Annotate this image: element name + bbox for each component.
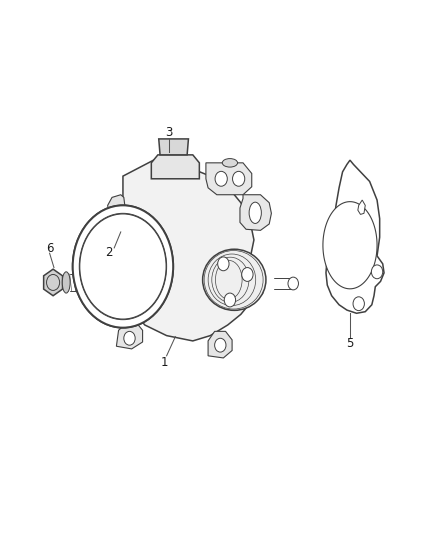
Circle shape: [215, 338, 226, 352]
Polygon shape: [206, 163, 252, 195]
Ellipse shape: [249, 202, 261, 223]
Text: 2: 2: [105, 246, 113, 259]
Polygon shape: [240, 195, 272, 230]
Ellipse shape: [203, 249, 266, 310]
Circle shape: [73, 205, 173, 328]
Polygon shape: [326, 160, 384, 313]
Text: 5: 5: [346, 337, 353, 350]
Circle shape: [371, 265, 383, 279]
Polygon shape: [208, 332, 232, 358]
Circle shape: [215, 171, 227, 186]
Circle shape: [233, 171, 245, 186]
Circle shape: [242, 268, 253, 281]
Text: 1: 1: [161, 356, 168, 369]
Polygon shape: [159, 139, 188, 155]
Polygon shape: [117, 322, 143, 349]
Polygon shape: [358, 200, 365, 214]
Polygon shape: [119, 160, 263, 341]
Circle shape: [224, 293, 236, 307]
Text: 6: 6: [46, 242, 53, 255]
Circle shape: [73, 205, 173, 328]
Circle shape: [218, 257, 229, 271]
Polygon shape: [44, 269, 63, 296]
Ellipse shape: [62, 272, 70, 293]
Circle shape: [124, 332, 135, 345]
Polygon shape: [117, 274, 121, 291]
Circle shape: [353, 297, 364, 311]
Circle shape: [288, 277, 298, 290]
Polygon shape: [323, 201, 377, 289]
Ellipse shape: [222, 159, 237, 167]
Text: 3: 3: [165, 126, 173, 139]
Polygon shape: [108, 195, 125, 219]
Polygon shape: [151, 155, 199, 179]
